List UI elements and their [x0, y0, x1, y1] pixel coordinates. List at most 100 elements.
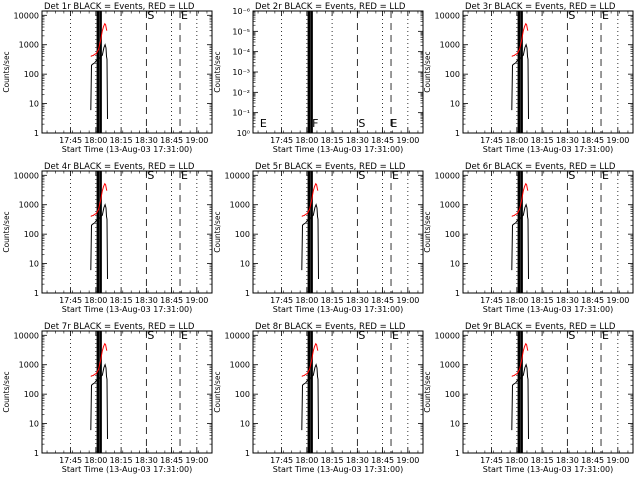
y-tick-label: 1: [34, 289, 39, 298]
x-tick-label: 18:30: [135, 296, 158, 305]
series-line-red: [511, 342, 529, 377]
marker-letter: S: [358, 169, 365, 182]
y-tick-label: 10: [240, 260, 250, 269]
marker-letter: S: [568, 329, 575, 342]
y-axis-label: Counts/sec: [213, 211, 222, 252]
marker-letter: S: [147, 9, 154, 22]
x-tick-label: 17:45: [480, 296, 503, 305]
panel-title: Det 1r BLACK = Events, RED = LLD: [44, 2, 195, 12]
panel-title: Det 8r BLACK = Events, RED = LLD: [255, 322, 406, 332]
x-axis-label: Start Time (13-Aug-03 17:31:00): [62, 465, 193, 474]
marker-letter: E: [181, 9, 188, 22]
panel-2: Det 2r BLACK = Events, RED = LLD E F S E 10⁰ 1…: [213, 2, 424, 154]
x-tick-label: 18:15: [531, 136, 554, 145]
series-line-red: [301, 182, 319, 217]
series-line-red: [90, 342, 108, 377]
y-tick-label: 1: [455, 289, 460, 298]
panel-title: Det 6r BLACK = Events, RED = LLD: [465, 162, 616, 172]
plot-frame: [462, 330, 634, 454]
panel-title: Det 9r BLACK = Events, RED = LLD: [465, 322, 616, 332]
x-tick-label: 18:15: [531, 296, 554, 305]
series-line-black: [90, 363, 108, 440]
plot-frame: [41, 330, 213, 454]
x-tick-label: 18:15: [110, 456, 133, 465]
y-tick-label: 10000: [225, 171, 250, 180]
y-axis-label: Counts/sec: [213, 51, 222, 92]
x-tick-label: 19:00: [606, 136, 629, 145]
x-tick-label: 18:45: [581, 136, 604, 145]
y-tick-label: 1000: [440, 41, 460, 50]
x-tick-label: 18:45: [581, 296, 604, 305]
marker-letter: E: [260, 117, 267, 130]
marker-letter: E: [602, 169, 609, 182]
marker-letter: S: [358, 329, 365, 342]
marker-letter: F: [312, 117, 318, 130]
y-tick-label: 10: [29, 420, 39, 429]
y-tick-label: 1: [245, 449, 250, 458]
x-tick-label: 18:30: [556, 296, 579, 305]
marker-letter: E: [181, 329, 188, 342]
y-tick-label: 1000: [230, 201, 250, 210]
series-line-black: [511, 203, 529, 280]
y-tick-label: 10⁻²: [232, 88, 250, 97]
x-tick-label: 18:00: [84, 296, 107, 305]
x-tick-label: 18:15: [110, 296, 133, 305]
y-tick-label: 1000: [230, 361, 250, 370]
y-tick-label: 100: [235, 230, 250, 239]
y-tick-label: 100: [24, 230, 39, 239]
x-tick-label: 18:15: [321, 136, 344, 145]
y-tick-label: 10: [29, 260, 39, 269]
y-axis-label: Counts/sec: [423, 51, 432, 92]
x-tick-label: 18:00: [295, 136, 318, 145]
x-tick-label: 17:45: [270, 136, 293, 145]
x-axis-label: Start Time (13-Aug-03 17:31:00): [273, 305, 404, 314]
y-tick-label: 100: [24, 390, 39, 399]
marker-letter: E: [390, 117, 397, 130]
panel-title: Det 3r BLACK = Events, RED = LLD: [465, 2, 616, 12]
y-tick-label: 1000: [19, 41, 39, 50]
y-tick-label: 10: [450, 100, 460, 109]
y-tick-label: 10000: [435, 11, 460, 20]
y-tick-label: 1000: [19, 361, 39, 370]
plot-frame: [41, 10, 213, 134]
x-tick-label: 18:00: [84, 136, 107, 145]
marker-letter: E: [602, 9, 609, 22]
marker-letter: S: [568, 169, 575, 182]
y-tick-label: 1: [455, 449, 460, 458]
y-tick-label: 10⁻⁴: [232, 48, 250, 57]
y-tick-label: 1: [34, 449, 39, 458]
x-tick-label: 17:45: [59, 296, 82, 305]
panel-title: Det 7r BLACK = Events, RED = LLD: [44, 322, 195, 332]
x-tick-label: 18:30: [346, 296, 369, 305]
y-tick-label: 1: [455, 129, 460, 138]
y-tick-label: 10⁻⁶: [232, 7, 250, 16]
y-axis-label: Counts/sec: [2, 371, 11, 412]
x-tick-label: 18:45: [160, 136, 183, 145]
y-tick-label: 1000: [19, 201, 39, 210]
y-tick-label: 1000: [440, 201, 460, 210]
x-tick-label: 18:15: [321, 296, 344, 305]
y-tick-label: 1000: [440, 361, 460, 370]
x-tick-label: 19:00: [185, 456, 208, 465]
x-tick-label: 18:15: [110, 136, 133, 145]
y-tick-label: 10000: [435, 331, 460, 340]
marker-letter: S: [147, 329, 154, 342]
series-line-red: [511, 22, 529, 57]
marker-letter: S: [568, 9, 575, 22]
marker-letter: E: [602, 329, 609, 342]
x-tick-label: 17:45: [270, 296, 293, 305]
series-line-black: [90, 203, 108, 280]
plot-frame: [462, 10, 634, 134]
marker-letter: E: [392, 329, 399, 342]
x-tick-label: 18:45: [371, 456, 394, 465]
x-tick-label: 18:30: [556, 136, 579, 145]
y-tick-label: 10000: [435, 171, 460, 180]
y-tick-label: 1: [34, 129, 39, 138]
x-tick-label: 18:00: [505, 296, 528, 305]
x-tick-label: 17:45: [59, 136, 82, 145]
